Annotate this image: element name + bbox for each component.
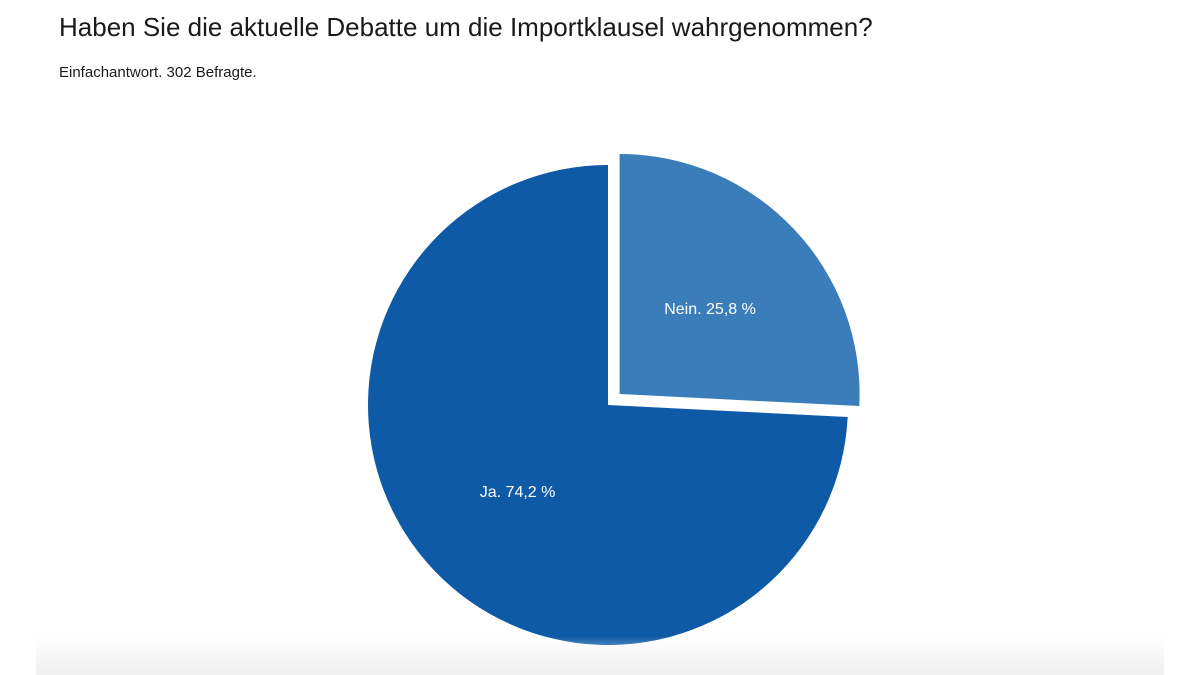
slice-label-ja: Ja. 74,2 %	[480, 484, 556, 501]
chart-title: Haben Sie die aktuelle Debatte um die Im…	[59, 12, 873, 42]
bottom-fade	[36, 636, 1164, 675]
pie-slice-nein	[619, 153, 860, 407]
chart-subtitle: Einfachantwort. 302 Befragte.	[59, 64, 257, 81]
pie-slice-ja	[368, 165, 848, 645]
slice-label-nein: Nein. 25,8 %	[664, 301, 756, 318]
